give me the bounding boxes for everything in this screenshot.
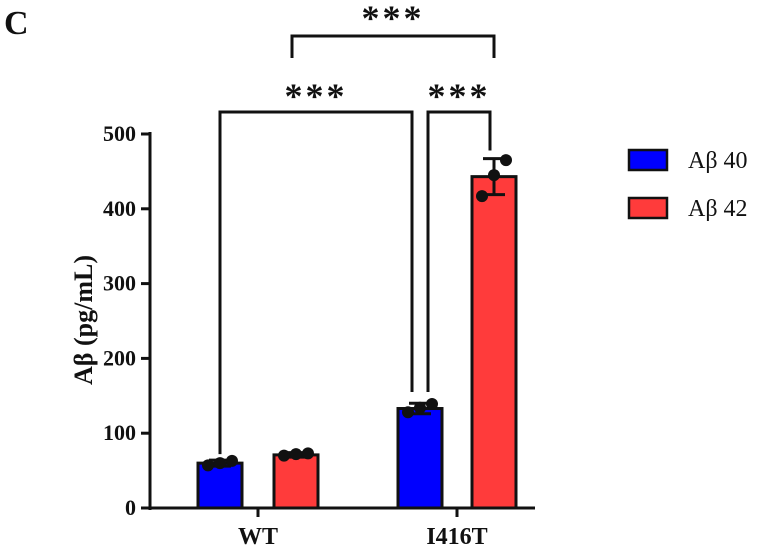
y-tick-label: 100	[103, 420, 136, 445]
significance-bracket	[218, 110, 414, 455]
data-point	[226, 454, 238, 467]
data-point	[500, 154, 512, 167]
data-point	[476, 190, 488, 203]
bar	[470, 175, 518, 510]
bar	[396, 407, 444, 510]
data-point	[414, 401, 426, 414]
legend-swatch	[627, 196, 669, 220]
y-tick-label: 500	[103, 121, 136, 146]
y-tick-label: 0	[125, 495, 136, 520]
significance-bracket	[426, 110, 492, 393]
significance-bracket	[290, 34, 496, 58]
significance-label: ***	[285, 76, 348, 116]
significance-label: ***	[428, 76, 491, 116]
y-axis-label: Aβ (pg/mL)	[69, 255, 98, 385]
legend-swatch	[627, 148, 669, 172]
bar	[272, 453, 320, 510]
y-tick-label: 300	[103, 271, 136, 296]
data-point	[402, 406, 414, 419]
data-point	[214, 457, 226, 470]
x-tick-label: I416T	[426, 524, 487, 550]
y-tick-label: 400	[103, 196, 136, 221]
y-tick-label: 200	[103, 345, 136, 370]
data-point	[290, 448, 302, 461]
legend: Aβ 40 Aβ 42	[627, 148, 748, 222]
data-point	[278, 449, 290, 462]
legend-label: Aβ 40	[688, 148, 748, 174]
data-point	[302, 447, 314, 460]
data-point	[426, 398, 438, 411]
significance-label: ***	[362, 0, 425, 38]
data-point	[488, 169, 500, 182]
panel-letter: C	[4, 5, 29, 42]
x-tick-label: WT	[238, 524, 278, 550]
data-point	[202, 459, 214, 472]
legend-label: Aβ 42	[688, 196, 748, 222]
